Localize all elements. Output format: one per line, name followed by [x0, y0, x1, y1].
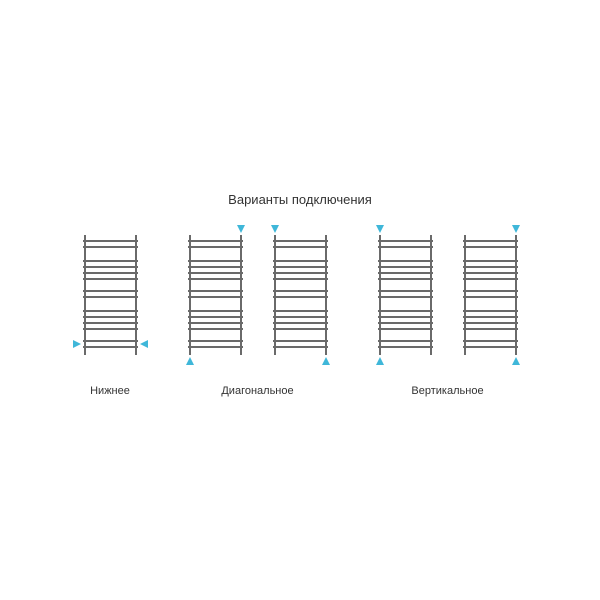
flow-arrow-icon	[512, 357, 520, 365]
radiator-icon	[188, 235, 243, 355]
radiator-variant	[263, 225, 338, 375]
radiator-icon	[463, 235, 518, 355]
radiator-variant	[73, 225, 148, 375]
page-title: Варианты подключения	[0, 192, 600, 207]
radiator-variant	[453, 225, 528, 375]
variants	[178, 225, 338, 375]
variants	[368, 225, 528, 375]
flow-arrow-icon	[140, 340, 148, 348]
flow-arrow-icon	[271, 225, 279, 233]
radiator-icon	[83, 235, 138, 355]
radiator-variant	[368, 225, 443, 375]
group-label: Нижнее	[90, 385, 130, 397]
flow-arrow-icon	[512, 225, 520, 233]
flow-arrow-icon	[186, 357, 194, 365]
connection-group: Диагональное	[178, 225, 338, 397]
group-label: Диагональное	[221, 385, 293, 397]
radiator-variant	[178, 225, 253, 375]
variants	[73, 225, 148, 375]
radiator-icon	[378, 235, 433, 355]
flow-arrow-icon	[73, 340, 81, 348]
flow-arrow-icon	[322, 357, 330, 365]
group-label: Вертикальное	[411, 385, 483, 397]
flow-arrow-icon	[237, 225, 245, 233]
radiator-icon	[273, 235, 328, 355]
flow-arrow-icon	[376, 357, 384, 365]
diagram-row: Нижнее Диагональное Вертикальное	[0, 225, 600, 397]
flow-arrow-icon	[376, 225, 384, 233]
connection-group: Вертикальное	[368, 225, 528, 397]
connection-group: Нижнее	[73, 225, 148, 397]
page: Варианты подключения Нижнее Диагональное В…	[0, 0, 600, 600]
